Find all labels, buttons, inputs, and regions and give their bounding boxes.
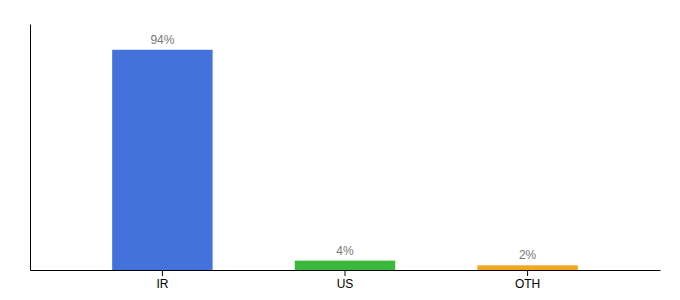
x-tick-mark: [345, 270, 346, 276]
data-label: 94%: [150, 33, 174, 47]
data-label: 2%: [519, 248, 537, 262]
x-axis: IR US OTH: [31, 270, 661, 291]
data-labels: 94% 4% 2%: [150, 33, 536, 263]
plot-area: IR US OTH 94% 4% 2%: [31, 25, 661, 291]
y-axis: [30, 25, 31, 271]
y-axis-line: [30, 25, 31, 271]
x-tick-label: OTH: [515, 277, 540, 291]
x-tick: OTH: [515, 270, 540, 291]
x-tick-mark: [527, 270, 528, 276]
x-tick: US: [337, 270, 354, 291]
data-label: 4%: [336, 244, 354, 258]
bars: [112, 50, 578, 270]
x-tick-label: IR: [156, 277, 168, 291]
bar: [295, 261, 395, 270]
x-tick-label: US: [337, 277, 354, 291]
chart-svg: IR US OTH 94% 4% 2%: [0, 0, 680, 300]
x-tick-mark: [162, 270, 163, 276]
bar: [112, 50, 212, 270]
bar: [477, 265, 577, 270]
chart-container: IR US OTH 94% 4% 2%: [0, 0, 680, 300]
x-tick: IR: [156, 270, 168, 291]
